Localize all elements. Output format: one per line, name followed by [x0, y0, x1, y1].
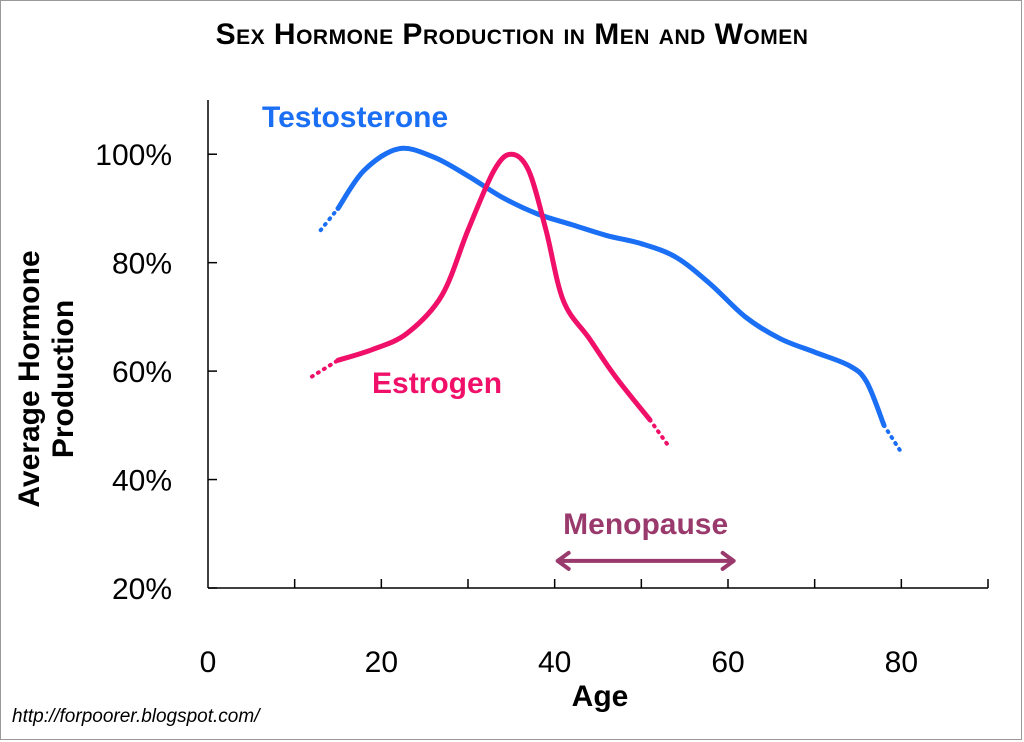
- y-tick-label: 20%: [112, 573, 172, 606]
- x-tick-label: 60: [711, 646, 744, 679]
- chart-title: Sex Hormone Production in Men and Women: [215, 18, 809, 51]
- ticks: 0 20 40 60 80 20% 40% 60% 80% 100%: [95, 139, 989, 679]
- menopause-arrow-right-head: [720, 550, 736, 571]
- x-tick-label: 40: [538, 646, 571, 679]
- y-tick-label: 80%: [112, 248, 172, 281]
- x-tick-label: 80: [885, 646, 918, 679]
- estrogen-line: [335, 151, 653, 423]
- testosterone-dotted-end: [882, 423, 904, 455]
- testosterone-line: [335, 145, 887, 428]
- estrogen-label: Estrogen: [372, 367, 502, 400]
- estrogen-dotted-end: [648, 417, 670, 447]
- series-lines: [310, 145, 904, 455]
- testosterone-label: Testosterone: [262, 101, 448, 134]
- x-axis-label: Age: [571, 680, 629, 713]
- menopause-arrow-left-head: [555, 550, 571, 571]
- y-tick-label: 40%: [112, 465, 172, 498]
- y-tick-label: 100%: [95, 139, 172, 172]
- x-tick-label: 20: [365, 646, 398, 679]
- annotations: Menopause: [555, 508, 736, 571]
- source-url: http://forpoorer.blogspot.com/: [12, 706, 260, 727]
- axes: [207, 100, 988, 589]
- testosterone-dotted-start: [318, 206, 340, 233]
- estrogen-dotted-start: [310, 358, 340, 379]
- x-tick-label: 0: [200, 646, 217, 679]
- series-labels: Testosterone Estrogen: [262, 101, 502, 400]
- menopause-label: Menopause: [563, 508, 728, 541]
- y-tick-label: 60%: [112, 356, 172, 389]
